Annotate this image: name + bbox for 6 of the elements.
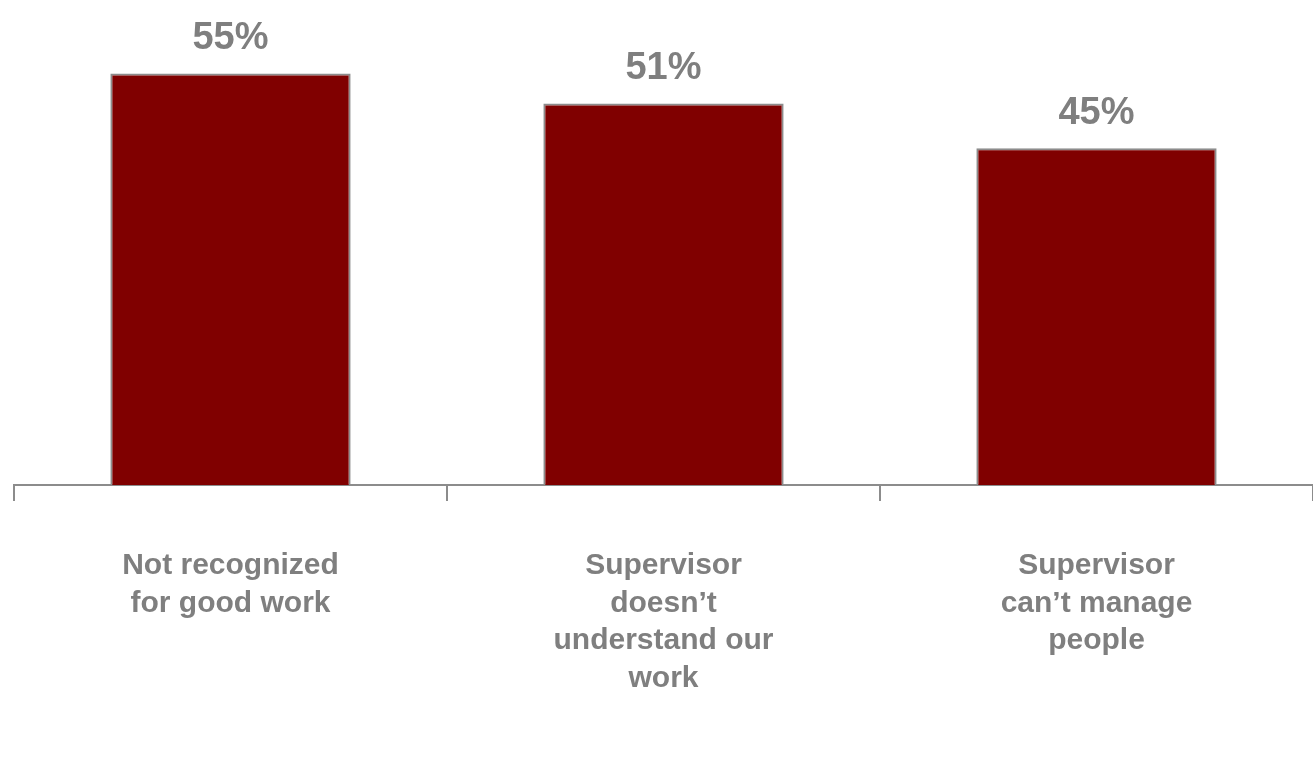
data-label: 55% — [192, 14, 269, 57]
x-tick-label: Supervisor doesn’t understand our work — [553, 547, 774, 693]
x-tick-label: Supervisor can’t manage people — [1000, 547, 1193, 656]
x-tick-label: Not recognized for good work — [122, 547, 339, 618]
data-label: 51% — [625, 44, 702, 87]
data-label: 45% — [1058, 89, 1135, 132]
